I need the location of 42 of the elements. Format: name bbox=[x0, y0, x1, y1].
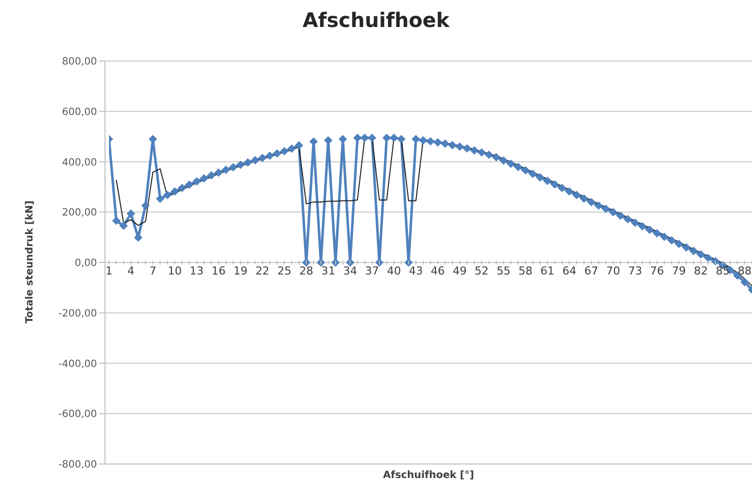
y-tick-label: 800,00 bbox=[62, 56, 97, 68]
x-tick-label: 37 bbox=[365, 264, 380, 278]
x-tick-label: 16 bbox=[212, 264, 226, 278]
x-tick-label: 43 bbox=[408, 264, 423, 278]
x-tick-label: 40 bbox=[386, 264, 401, 278]
x-tick-label: 4 bbox=[127, 264, 134, 278]
x-tick-label: 34 bbox=[343, 264, 358, 278]
y-tick-label: 200,00 bbox=[62, 208, 97, 219]
x-tick-label: 76 bbox=[650, 264, 664, 278]
y-tick-label: 400,00 bbox=[62, 157, 97, 168]
x-tick-label: 67 bbox=[584, 264, 598, 278]
x-tick-label: 13 bbox=[190, 264, 204, 278]
x-tick-label: 52 bbox=[474, 264, 489, 278]
x-tick-label: 58 bbox=[518, 264, 532, 278]
x-tick-label: 10 bbox=[168, 264, 182, 278]
x-tick-label: 1 bbox=[106, 264, 112, 278]
y-tick-label: -600,00 bbox=[58, 409, 97, 420]
x-tick-label: 7 bbox=[149, 264, 156, 278]
y-tick-label: -200,00 bbox=[58, 308, 97, 320]
y-axis-title: Totale steundruk [kN] bbox=[24, 200, 36, 324]
y-tick-label: 600,00 bbox=[62, 106, 97, 118]
x-tick-label: 73 bbox=[628, 264, 642, 278]
x-axis-title: Afschuifhoek [°] bbox=[382, 470, 476, 481]
y-tick-label: 0,00 bbox=[74, 258, 97, 270]
x-tick-label: 25 bbox=[277, 264, 292, 278]
y-tick-label: -400,00 bbox=[58, 358, 97, 370]
x-tick-label: 55 bbox=[496, 264, 511, 278]
x-tick-label: 64 bbox=[562, 264, 576, 278]
x-tick-label: 46 bbox=[430, 264, 445, 278]
x-tick-label: 28 bbox=[299, 264, 314, 278]
x-tick-label: 88 bbox=[738, 264, 752, 278]
x-tick-label: 49 bbox=[452, 264, 467, 278]
x-tick-label: 22 bbox=[255, 264, 270, 278]
x-tick-label: 61 bbox=[540, 264, 554, 278]
x-tick-label: 31 bbox=[321, 264, 336, 278]
x-tick-label: 82 bbox=[694, 264, 708, 278]
x-tick-label: 79 bbox=[672, 264, 686, 278]
x-tick-label: 85 bbox=[716, 264, 730, 278]
x-tick-label: 70 bbox=[606, 264, 620, 278]
y-tick-label: -800,00 bbox=[58, 460, 97, 471]
x-tick-label: 19 bbox=[234, 264, 248, 278]
chart-title: Afschuifhoek bbox=[302, 8, 451, 32]
